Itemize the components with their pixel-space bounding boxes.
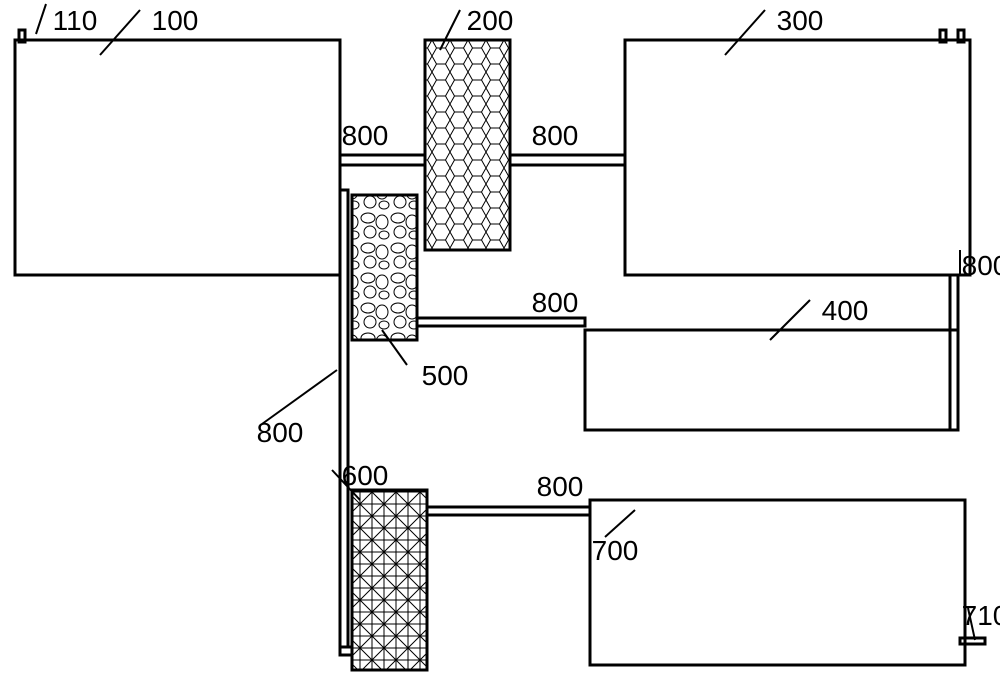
label-l200: 200 (467, 5, 514, 36)
label-l800a: 800 (342, 120, 389, 151)
box-tank400 (585, 330, 958, 430)
pipe-p_600_to_700 (427, 507, 590, 515)
leader-l800e (262, 370, 337, 424)
label-l300: 300 (777, 5, 824, 36)
label-l800c: 800 (962, 250, 1000, 281)
leader-l700 (605, 510, 635, 537)
label-l800d: 800 (532, 287, 579, 318)
label-l110: 110 (53, 5, 98, 36)
label-l710: 710 (962, 600, 1000, 631)
box-filter200 (425, 40, 510, 250)
leader-l100 (100, 10, 140, 55)
label-l600: 600 (342, 460, 389, 491)
leader-l300 (725, 10, 765, 55)
pipe-p_500_to_400_top (417, 318, 585, 326)
box-tank100 (15, 40, 340, 275)
pipe-p_down_to_600 (340, 647, 352, 655)
leader-l400 (770, 300, 810, 340)
box-tank300 (625, 40, 970, 275)
box-filter500 (352, 195, 417, 340)
diagram-canvas: 110 100 200 300 800 800 800 800 800 800 400 500 600 7… (0, 0, 1000, 676)
label-l800f: 800 (537, 471, 584, 502)
label-l800e: 800 (257, 417, 304, 448)
pipe-p_200_to_300 (510, 155, 625, 165)
pipe-p_100_to_200 (340, 155, 425, 165)
label-l400: 400 (822, 295, 869, 326)
label-l800b: 800 (532, 120, 579, 151)
label-l100: 100 (152, 5, 199, 36)
label-l700: 700 (592, 535, 639, 566)
box-tank700 (590, 500, 965, 665)
box-filter600 (352, 490, 427, 670)
label-l500: 500 (422, 360, 469, 391)
leader-l110 (36, 4, 46, 34)
